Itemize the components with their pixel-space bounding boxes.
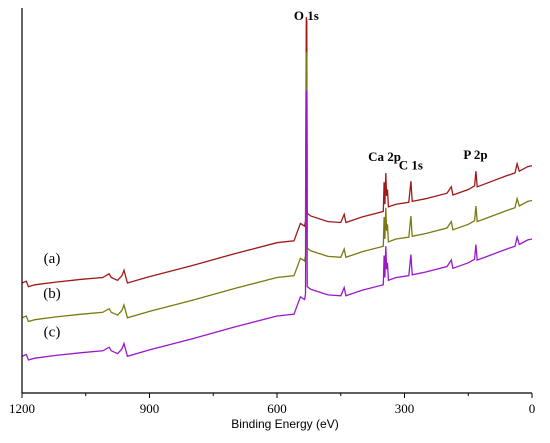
series-line-2	[21, 90, 533, 361]
x-tick-label: 300	[395, 401, 415, 416]
series-line-0	[21, 17, 533, 288]
peak-annotation-2: C 1s	[399, 157, 423, 172]
series-line-1	[21, 51, 533, 323]
series-label-1: (b)	[43, 286, 61, 302]
annotation-layer: O 1s Ca 2pC 1s P 2p	[294, 8, 488, 172]
peak-annotation-1: Ca 2p	[368, 149, 401, 164]
series-label-2: (c)	[44, 324, 61, 340]
peak-annotation-0: O 1s	[294, 8, 319, 23]
x-tick-label: 1200	[9, 401, 35, 416]
x-tick-label: 600	[267, 401, 287, 416]
x-tick-label: 0	[529, 401, 536, 416]
x-tick-label: 900	[140, 401, 160, 416]
peak-annotation-3: P 2p	[463, 147, 487, 162]
series-layer: (a) (b) (c)	[21, 17, 533, 361]
series-label-0: (a)	[44, 251, 61, 267]
x-axis: 1200 900 600 300 0	[9, 8, 535, 416]
x-axis-label: Binding Energy (eV)	[231, 417, 338, 431]
